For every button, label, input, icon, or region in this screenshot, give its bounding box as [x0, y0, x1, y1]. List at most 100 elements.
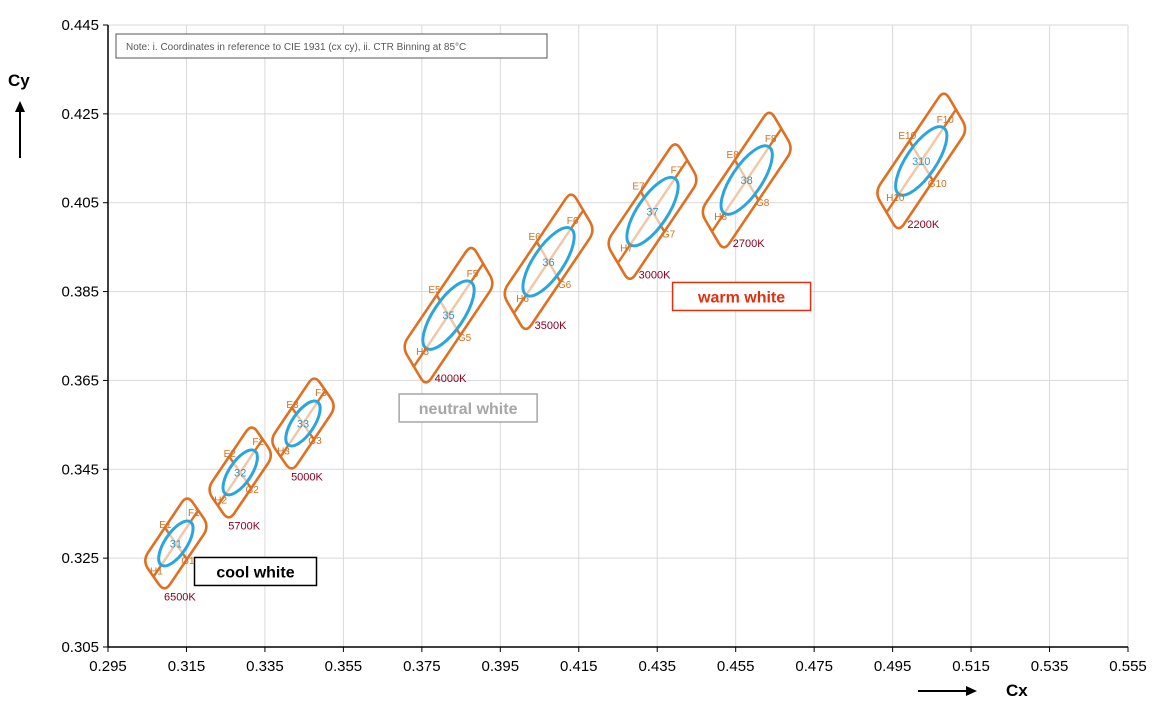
- cct-label: 3500K: [535, 320, 567, 332]
- y-tick-label: 0.405: [61, 195, 99, 212]
- bin-quadrant-label: G3: [308, 436, 322, 447]
- note-box: [115, 33, 548, 59]
- cct-label: 5700K: [228, 520, 260, 532]
- region-box: [671, 281, 812, 312]
- y-tick-label: 0.425: [61, 106, 99, 123]
- x-tick-label: 0.535: [1031, 658, 1069, 675]
- bin-quadrant-label: F2: [252, 437, 264, 448]
- y-tick-label: 0.445: [61, 17, 99, 34]
- bin-quadrant-label: F1: [188, 508, 200, 519]
- bin-quadrant-label: F3: [315, 388, 327, 399]
- bin-quadrant-label: G8: [756, 198, 770, 209]
- region-box: [398, 393, 538, 423]
- x-tick-label: 0.495: [874, 658, 912, 675]
- bin-center-label: 38: [741, 175, 753, 187]
- bin-quadrant-label: E10: [898, 131, 916, 142]
- cct-label: 2200K: [907, 219, 939, 231]
- region-text: neutral white: [419, 401, 518, 418]
- cct-label: 6500K: [164, 591, 196, 603]
- x-tick-label: 0.355: [325, 658, 363, 675]
- cct-label: 4000K: [435, 373, 467, 385]
- x-tick-label: 0.415: [560, 658, 598, 675]
- region-box: [193, 556, 318, 587]
- bin-inner-ellipse: [421, 279, 476, 351]
- bin-group: 35 E5 F5 G5 H5 4000K: [403, 246, 494, 385]
- bin-outer-boundary: [876, 92, 967, 230]
- x-tick-label: 0.515: [952, 658, 990, 675]
- bin-group: 33 E3 F3 G3 H3 5000K: [271, 377, 335, 484]
- bin-inner-ellipse: [894, 125, 949, 197]
- bin-quadrant-label: F8: [765, 134, 777, 145]
- bin-inner-ellipse: [221, 448, 259, 497]
- bin-group: 310 E10 F10 G10 H10 2200K: [876, 92, 967, 231]
- bin-outer-boundary: [503, 193, 594, 331]
- bin-quadrant-label: F5: [467, 269, 479, 280]
- bin-outer-boundary: [701, 111, 792, 249]
- x-axis-label: Cx: [1006, 681, 1028, 700]
- grid-layer: [107, 24, 1129, 648]
- bin-quadrant-label: E5: [428, 285, 441, 296]
- bin-outer-boundary: [208, 426, 273, 519]
- bin-quadrant-label: E1: [159, 520, 172, 531]
- bin-quadrant-label: H7: [620, 244, 633, 255]
- bin-quadrant-label: G2: [246, 485, 260, 496]
- bin-quadrant-label: G10: [928, 179, 947, 190]
- x-tick-label: 0.375: [403, 658, 441, 675]
- bin-inner-ellipse: [719, 144, 774, 216]
- bin-group: 38 E8 F8 G8 H8 2700K: [701, 111, 792, 250]
- bin-center-label: 310: [912, 156, 930, 168]
- bin-quadrant-label: F6: [567, 216, 579, 227]
- bin-quadrant-label: H10: [886, 193, 905, 204]
- region-text: warm white: [697, 289, 785, 306]
- bin-quadrant-label: H8: [714, 212, 727, 223]
- bin-quadrant-label: H3: [277, 447, 290, 458]
- bin-group: 31 E1 F1 G1 H1 6500K: [144, 497, 208, 603]
- y-axis-arrow: [15, 101, 25, 158]
- bin-center-label: 35: [442, 310, 454, 322]
- bin-center-label: 33: [297, 419, 309, 431]
- x-axis-arrow: [918, 686, 977, 696]
- bin-group: 32 E2 F2 G2 H2 5700K: [208, 426, 273, 532]
- bin-outer-boundary: [144, 497, 208, 590]
- y-tick-label: 0.345: [61, 461, 99, 478]
- cct-label: 5000K: [291, 472, 323, 484]
- bin-quadrant-label: F7: [671, 166, 683, 177]
- y-axis-label: Cy: [8, 71, 30, 90]
- bin-quadrant-label: E8: [727, 150, 740, 161]
- region-label-warm: warm white: [671, 281, 812, 312]
- bin-inner-ellipse: [284, 399, 322, 448]
- x-tick-label: 0.315: [168, 658, 206, 675]
- region-layer: warm white neutral white cool white: [193, 281, 812, 587]
- bin-quadrant-label: H2: [214, 495, 227, 506]
- bin-quadrant-label: H6: [516, 294, 529, 305]
- y-tick-label: 0.365: [61, 372, 99, 389]
- bin-center-label: 37: [646, 207, 658, 219]
- region-label-cool: cool white: [193, 556, 318, 587]
- bin-inner-ellipse: [157, 519, 195, 568]
- y-tick-label: 0.385: [61, 284, 99, 301]
- bin-outer-boundary: [271, 377, 335, 470]
- bin-layer: 31 E1 F1 G1 H1 6500K 32 E2 F2 G2 H2 5700K 33 E3 F3 G3 H3…: [144, 92, 967, 603]
- bin-quadrant-label: G6: [558, 280, 572, 291]
- y-tick-label: 0.305: [61, 639, 99, 656]
- x-tick-label: 0.455: [717, 658, 755, 675]
- bin-quadrant-label: G7: [662, 230, 676, 241]
- bin-group: 36 E6 F6 G6 H6 3500K: [503, 193, 594, 332]
- bin-center-label: 36: [542, 257, 554, 269]
- y-tick-label: 0.325: [61, 550, 99, 567]
- bin-center-label: 32: [234, 467, 246, 479]
- region-text: cool white: [216, 564, 294, 581]
- note-text: Note: i. Coordinates in reference to CIE…: [126, 42, 466, 53]
- bin-outer-boundary: [607, 143, 698, 281]
- bin-quadrant-label: G5: [458, 333, 472, 344]
- bin-quadrant-label: F10: [937, 115, 955, 126]
- cct-label: 2700K: [733, 238, 765, 250]
- bin-quadrant-label: E2: [224, 449, 237, 460]
- bin-outer-boundary: [403, 246, 494, 384]
- bin-inner-ellipse: [521, 226, 576, 298]
- region-label-neutral: neutral white: [398, 393, 538, 423]
- bin-inner-ellipse: [625, 175, 680, 248]
- bin-quadrant-label: H5: [416, 347, 429, 358]
